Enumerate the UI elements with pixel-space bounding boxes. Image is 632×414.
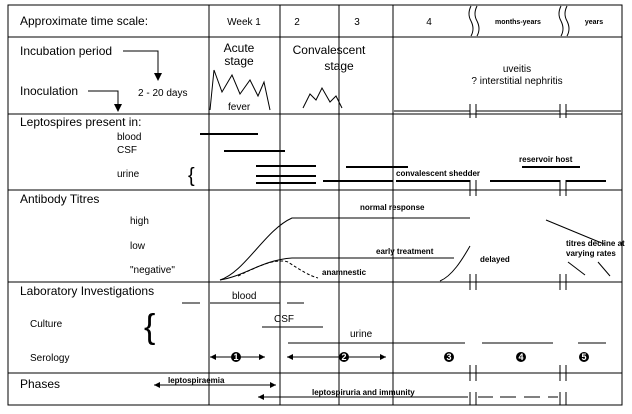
inoculation-arrow bbox=[88, 90, 119, 108]
serology-number-5: 5 bbox=[581, 352, 586, 362]
leptospires-label: Leptospires present in: bbox=[20, 115, 141, 129]
week-3-label: 3 bbox=[354, 17, 360, 28]
urine-brace: { bbox=[188, 165, 195, 187]
fever-label: fever bbox=[228, 102, 251, 113]
serology-marker-1 bbox=[231, 352, 241, 362]
inoculation-label: Inoculation bbox=[20, 84, 78, 98]
titre-decline-line bbox=[545, 219, 605, 245]
leptospiruria-arrowhead bbox=[258, 394, 264, 400]
culture-label: Culture bbox=[30, 319, 63, 330]
break-mark bbox=[564, 5, 570, 37]
nephritis-label: ? interstitial nephritis bbox=[471, 76, 562, 87]
secondary-fever-curve bbox=[302, 86, 343, 109]
leptospiruria-label: leptospiruria and immunity bbox=[312, 388, 415, 397]
incubation-arrow bbox=[123, 50, 159, 78]
leptospiraemia-label: leptospiraemia bbox=[168, 376, 225, 385]
months-years-label: months-years bbox=[495, 19, 541, 26]
titres-decline-line2: varying rates bbox=[566, 249, 616, 258]
urine-label: urine bbox=[117, 169, 140, 180]
incubation-row: Incubation period Inoculation 2 - 20 day… bbox=[20, 41, 563, 113]
csf-label: CSF bbox=[117, 145, 137, 156]
serology-arrowheads bbox=[210, 354, 265, 360]
lab-blood-label: blood bbox=[232, 291, 256, 302]
serology-number-2: 2 bbox=[341, 352, 346, 362]
acute-stage-line1: Acute bbox=[224, 41, 255, 55]
time-scale-label: Approximate time scale: bbox=[20, 14, 148, 28]
fever-curve bbox=[209, 69, 271, 111]
early-treatment-label: early treatment bbox=[376, 247, 434, 256]
break-mark bbox=[468, 5, 474, 37]
lab-urine-label: urine bbox=[350, 329, 373, 340]
outer-border bbox=[7, 4, 623, 406]
phases-row: Phases leptospiraemia leptospiruria and … bbox=[20, 376, 558, 400]
week-2-label: 2 bbox=[294, 17, 300, 28]
inoculation-arrowhead bbox=[114, 104, 122, 112]
normal-response-curve bbox=[219, 217, 470, 281]
incubation-days: 2 - 20 days bbox=[138, 88, 187, 99]
anamnestic-label: anamnestic bbox=[322, 268, 367, 277]
years-label: years bbox=[585, 19, 603, 26]
uveitis-label: uveitis bbox=[503, 64, 531, 75]
serology-marker-4 bbox=[516, 352, 526, 362]
week-4-label: 4 bbox=[426, 17, 432, 28]
titre-decline-line bbox=[597, 261, 611, 277]
reservoir-host-label: reservoir host bbox=[519, 155, 573, 164]
titre-decline-line bbox=[567, 261, 586, 276]
break-mark bbox=[474, 5, 480, 37]
incubation-arrowhead bbox=[154, 73, 162, 81]
normal-response-label: normal response bbox=[360, 203, 425, 212]
blood-label: blood bbox=[117, 132, 141, 143]
titre-low-label: low bbox=[130, 241, 146, 252]
week-1-label: Week 1 bbox=[227, 17, 261, 28]
phases-label: Phases bbox=[20, 377, 60, 391]
titres-decline-line1: titres decline at bbox=[566, 239, 625, 248]
break-mark bbox=[558, 5, 564, 37]
titre-high-label: high bbox=[130, 216, 149, 227]
anamnestic-curve bbox=[237, 260, 319, 279]
acute-stage-line2: stage bbox=[224, 54, 254, 68]
lab-csf-label: CSF bbox=[274, 314, 294, 325]
convalescent-stage-line2: stage bbox=[324, 59, 354, 73]
serology-number-4: 4 bbox=[518, 352, 523, 362]
delayed-label: delayed bbox=[480, 255, 510, 264]
antibody-titres-label: Antibody Titres bbox=[20, 192, 99, 206]
serology-label: Serology bbox=[30, 353, 69, 364]
delayed-curve bbox=[439, 245, 471, 282]
incubation-period-label: Incubation period bbox=[20, 44, 112, 58]
serology-number-1: 1 bbox=[233, 352, 238, 362]
serology-marker-2 bbox=[339, 352, 349, 362]
laboratory-investigations-label: Laboratory Investigations bbox=[20, 284, 154, 298]
leptospires-row: Leptospires present in: blood CSF urine … bbox=[20, 115, 606, 187]
serology-number-3: 3 bbox=[446, 352, 451, 362]
serology-marker-3 bbox=[444, 352, 454, 362]
convalescent-shedder-label: convalescent shedder bbox=[396, 169, 480, 178]
grid bbox=[7, 4, 623, 406]
header-row: Approximate time scale: Week 1 2 3 4 mon… bbox=[20, 14, 603, 28]
row-break-marks bbox=[394, 104, 621, 405]
laboratory-row: Laboratory Investigations Culture { Sero… bbox=[20, 284, 606, 364]
titre-negative-label: "negative" bbox=[130, 265, 175, 276]
culture-brace: { bbox=[144, 308, 155, 346]
antibody-titres-row: Antibody Titres high low "negative" norm… bbox=[20, 192, 625, 282]
serology-marker-5 bbox=[579, 352, 589, 362]
convalescent-stage-line1: Convalescent bbox=[293, 43, 366, 57]
